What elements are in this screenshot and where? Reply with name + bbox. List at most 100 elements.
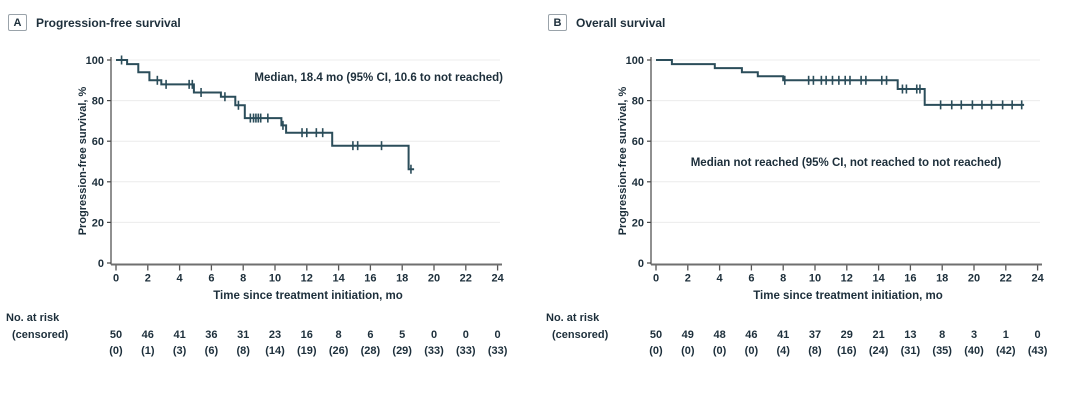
censored-count: (24) (869, 345, 889, 357)
x-tick-label: 10 (809, 273, 821, 285)
at-risk-count: 16 (301, 329, 313, 341)
panel-a-header: A Progression-free survival (8, 14, 181, 31)
x-tick-label: 18 (936, 273, 948, 285)
x-tick-label: 20 (968, 273, 980, 285)
at-risk-count: 46 (745, 329, 757, 341)
censored-count: (16) (837, 345, 857, 357)
x-tick-label: 16 (904, 273, 916, 285)
censored-count: (33) (488, 345, 508, 357)
censored-count: (19) (297, 345, 317, 357)
x-tick-label: 14 (332, 273, 345, 285)
gridlines (651, 59, 1040, 223)
at-risk-count: 23 (269, 329, 281, 341)
risk-header-no-at-risk: No. at risk (6, 312, 60, 324)
x-tick-label: 2 (145, 273, 151, 285)
x-tick-label: 2 (685, 273, 691, 285)
x-tick-label: 16 (364, 273, 376, 285)
gridlines (111, 59, 500, 223)
panel-label-box: B (548, 14, 567, 31)
censored-count: (3) (173, 345, 187, 357)
panel-overall-survival: B Overall survival 0 20 40 60 80 100 Progressi… (540, 0, 1080, 400)
censored-count: (33) (424, 345, 444, 357)
censored-count: (1) (141, 345, 155, 357)
risk-header-censored: (censored) (552, 329, 609, 341)
x-tick-label: 24 (1031, 273, 1044, 285)
x-tick-label: 0 (653, 273, 659, 285)
censored-count: (26) (329, 345, 349, 357)
at-risk-count: 41 (777, 329, 789, 341)
x-tick-label: 4 (717, 273, 724, 285)
at-risk-count: 29 (841, 329, 853, 341)
at-risk-count: 0 (495, 329, 501, 341)
at-risk-count: 8 (939, 329, 945, 341)
at-risk-count: 0 (463, 329, 469, 341)
y-tick-label: 80 (632, 96, 644, 108)
at-risk-count: 46 (142, 329, 154, 341)
at-risk-count: 6 (367, 329, 373, 341)
survival-curve (656, 59, 1025, 106)
y-tick-label: 0 (98, 258, 104, 270)
censored-count: (29) (392, 345, 412, 357)
at-risk-count: 3 (971, 329, 977, 341)
censored-count: (0) (745, 345, 759, 357)
panel-progression-free-survival: A Progression-free survival 0 20 40 60 80 100… (6, 14, 508, 357)
censored-count: (0) (649, 345, 663, 357)
at-risk-count: 37 (809, 329, 821, 341)
censored-count: (42) (996, 345, 1016, 357)
censored-count: (31) (901, 345, 921, 357)
at-risk-count: 21 (872, 329, 884, 341)
y-tick-label: 0 (638, 258, 644, 270)
y-tick-label: 80 (92, 96, 104, 108)
censored-count: (40) (964, 345, 984, 357)
x-tick-label: 24 (491, 273, 504, 285)
at-risk-count: 36 (205, 329, 217, 341)
risk-header-censored: (censored) (12, 329, 69, 341)
panel-label-box: A (8, 14, 27, 31)
y-tick-label: 60 (632, 136, 644, 148)
at-risk-count: 0 (431, 329, 437, 341)
x-tick-label: 12 (841, 273, 853, 285)
censored-count: (0) (713, 345, 727, 357)
censored-count: (0) (109, 345, 123, 357)
censored-count: (33) (456, 345, 476, 357)
x-tick-label: 6 (208, 273, 214, 285)
panel-title: Overall survival (576, 15, 666, 30)
y-axis: 0 20 40 60 80 100 Progression-free survival, % (617, 55, 652, 270)
x-tick-label: 8 (780, 273, 786, 285)
at-risk-count: 41 (173, 329, 185, 341)
x-tick-label: 18 (396, 273, 408, 285)
y-tick-label: 40 (632, 177, 644, 189)
x-tick-label: 6 (748, 273, 754, 285)
censored-count: (28) (361, 345, 381, 357)
y-axis-title: Progression-free survival, % (617, 87, 629, 236)
y-tick-label: 20 (92, 217, 104, 229)
at-risk-count: 48 (713, 329, 725, 341)
y-tick-label: 20 (632, 217, 644, 229)
x-tick-label: 14 (872, 273, 885, 285)
censor-marks (783, 75, 1023, 110)
x-axis-title: Time since treatment initiation, mo (753, 290, 943, 302)
x-tick-label: 22 (1000, 273, 1012, 285)
median-annotation: Median not reached (95% CI, not reached … (691, 157, 1002, 169)
censored-count: (43) (1028, 345, 1048, 357)
censored-count: (4) (776, 345, 790, 357)
censored-count: (14) (265, 345, 285, 357)
x-tick-label: 10 (269, 273, 281, 285)
at-risk-count: 31 (237, 329, 249, 341)
censored-count: (0) (681, 345, 695, 357)
x-tick-label: 20 (428, 273, 440, 285)
censor-marks (120, 55, 412, 174)
x-tick-label: 0 (113, 273, 119, 285)
x-tick-label: 22 (460, 273, 472, 285)
censored-count: (8) (236, 345, 250, 357)
x-tick-label: 4 (177, 273, 184, 285)
panel-label: B (553, 16, 562, 29)
y-tick-label: 100 (86, 55, 104, 67)
y-tick-label: 100 (626, 55, 644, 67)
x-tick-label: 12 (301, 273, 313, 285)
risk-table: No. at risk(censored) 50(0)46(1)41(3)36(6… (6, 312, 508, 357)
at-risk-count: 5 (399, 329, 405, 341)
